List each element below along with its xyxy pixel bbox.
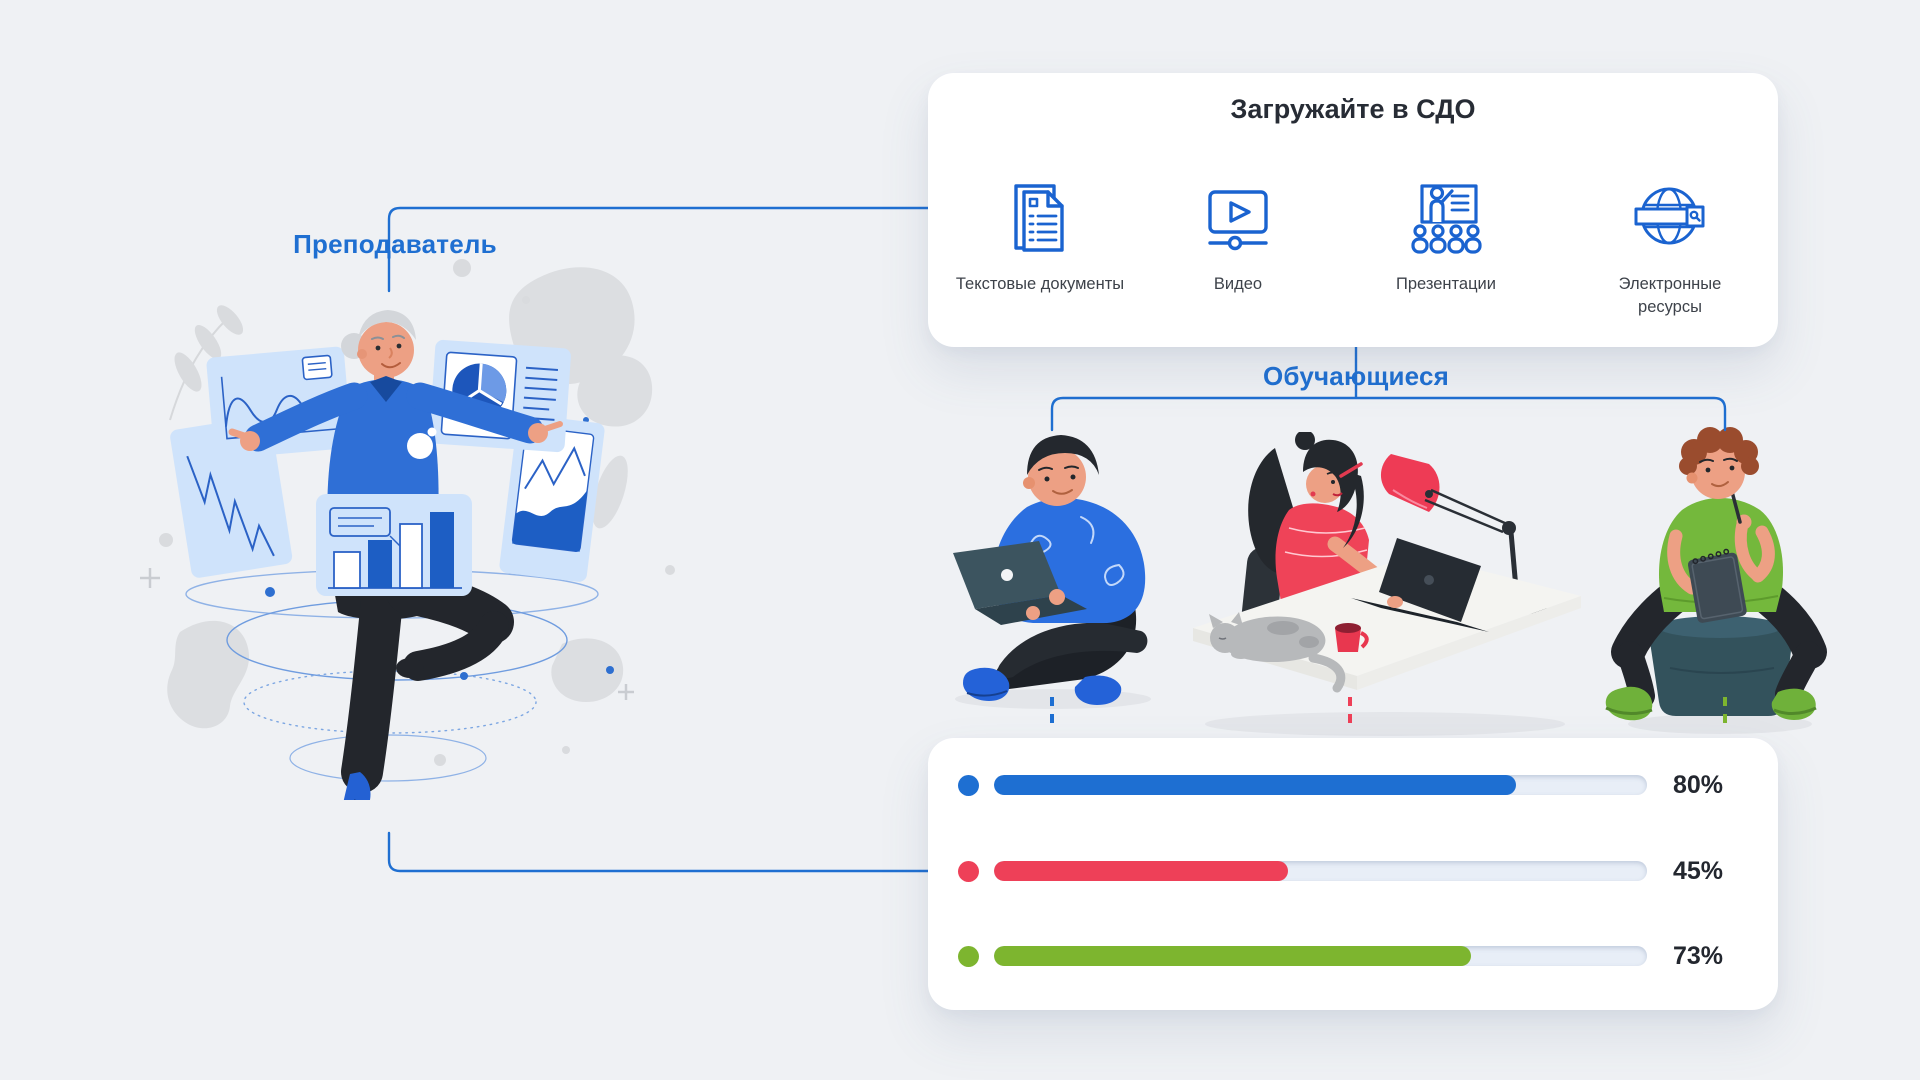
teacher-label: Преподаватель bbox=[293, 229, 497, 259]
panel-bar-chart bbox=[316, 494, 472, 596]
upload-item-video: Видео bbox=[1153, 176, 1323, 296]
teacher-illustration bbox=[140, 259, 675, 800]
text-documents-icon bbox=[1014, 184, 1064, 252]
progress-dot bbox=[958, 945, 979, 967]
student-laptop-illustration bbox=[953, 435, 1151, 709]
shadow bbox=[1205, 712, 1565, 736]
progress-value: 80% bbox=[1672, 770, 1723, 799]
shadow bbox=[1628, 714, 1812, 734]
upload-item-label: Текстовые документы bbox=[955, 275, 1125, 293]
progress-fill bbox=[994, 775, 1517, 795]
upload-item-label: Презентации bbox=[1396, 275, 1496, 293]
upload-card-title: Загружайте в СДО bbox=[1230, 94, 1476, 124]
notepad bbox=[1687, 548, 1747, 623]
video-icon bbox=[1208, 190, 1268, 251]
cat bbox=[1209, 612, 1346, 693]
progress-row: 73% bbox=[958, 942, 1723, 970]
mug bbox=[1335, 623, 1369, 652]
presentation-icon bbox=[1411, 184, 1482, 254]
students-label: Обучающиеся bbox=[1262, 361, 1450, 391]
upload-item-label: Электронные ресурсы bbox=[1618, 275, 1722, 316]
progress-row: 80% bbox=[958, 771, 1723, 799]
upload-item-e-resources: Электронные ресурсы bbox=[1585, 176, 1755, 319]
upload-item-presentations: Презентации bbox=[1361, 176, 1531, 296]
progress-value: 45% bbox=[1672, 856, 1723, 885]
progress-track bbox=[994, 861, 1647, 881]
e-resources-icon bbox=[1634, 187, 1705, 245]
progress-track bbox=[994, 946, 1647, 966]
progress-fill bbox=[994, 861, 1288, 881]
panel-area-chart bbox=[499, 414, 605, 582]
progress-dot bbox=[958, 860, 979, 882]
upload-item-text-documents: Текстовые документы bbox=[955, 176, 1125, 296]
upload-item-label: Видео bbox=[1213, 275, 1263, 293]
student-desk-illustration bbox=[1193, 432, 1581, 736]
teacher-to-progress-connector bbox=[387, 831, 930, 873]
progress-value: 73% bbox=[1672, 941, 1723, 970]
progress-card: 80% 45% 73% bbox=[928, 738, 1778, 1010]
upload-card: Загружайте в СДО Текстовые документы bbox=[928, 73, 1778, 347]
student-notepad-illustration bbox=[1605, 427, 1827, 734]
progress-fill bbox=[994, 946, 1471, 966]
progress-dot bbox=[958, 774, 979, 796]
progress-row: 45% bbox=[958, 857, 1723, 885]
progress-track bbox=[994, 775, 1647, 795]
